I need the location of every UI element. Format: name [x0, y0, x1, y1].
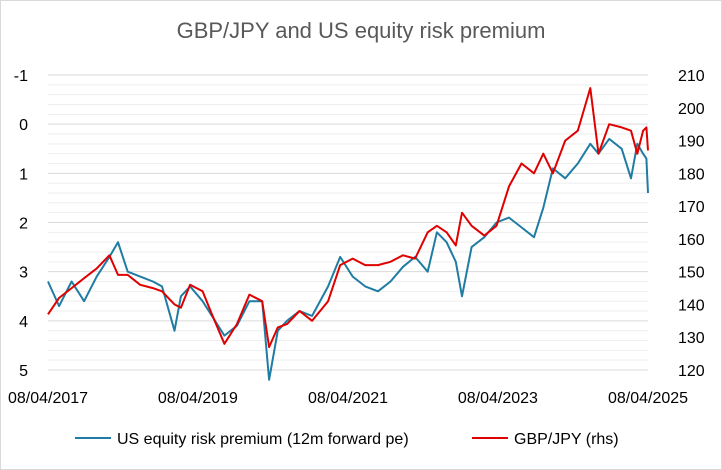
- chart-title: GBP/JPY and US equity risk premium: [176, 18, 546, 43]
- x-tick-label: 08/04/2023: [458, 390, 538, 407]
- right-tick-label: 210: [678, 68, 705, 85]
- x-axis-ticks: 08/04/2017 08/04/2019 08/04/2021 08/04/2023…: [8, 390, 688, 407]
- right-axis-ticks: 210 200 190 180 170 160 150 140 130 120: [678, 68, 705, 380]
- right-tick-label: 140: [678, 297, 705, 314]
- left-tick-label: 1: [19, 166, 28, 183]
- series-lines: [47, 87, 649, 381]
- left-tick-label: -1: [14, 68, 28, 85]
- right-tick-label: 170: [678, 199, 705, 216]
- left-axis-ticks: -1 0 1 2 3 4 5: [14, 68, 28, 380]
- legend-label: US equity risk premium (12m forward pe): [117, 431, 409, 448]
- right-tick-label: 190: [678, 134, 705, 151]
- left-tick-label: 0: [19, 117, 28, 134]
- left-tick-label: 5: [19, 363, 28, 380]
- legend: US equity risk premium (12m forward pe) G…: [75, 431, 619, 448]
- left-tick-label: 2: [19, 216, 28, 233]
- x-tick-label: 08/04/2025: [608, 390, 688, 407]
- series-line-gbpjpy: [47, 87, 649, 349]
- right-tick-label: 130: [678, 330, 705, 347]
- x-tick-label: 08/04/2017: [8, 390, 88, 407]
- right-tick-label: 180: [678, 166, 705, 183]
- x-tick-label: 08/04/2021: [308, 390, 388, 407]
- right-tick-label: 150: [678, 265, 705, 282]
- x-tick-label: 08/04/2019: [158, 390, 238, 407]
- series-line-equity-risk-premium: [47, 137, 649, 381]
- left-tick-label: 4: [19, 314, 28, 331]
- legend-label: GBP/JPY (rhs): [514, 431, 619, 448]
- left-tick-label: 3: [19, 265, 28, 282]
- gridlines: [48, 74, 648, 371]
- right-tick-label: 160: [678, 232, 705, 249]
- right-tick-label: 120: [678, 363, 705, 380]
- right-tick-label: 200: [678, 101, 705, 118]
